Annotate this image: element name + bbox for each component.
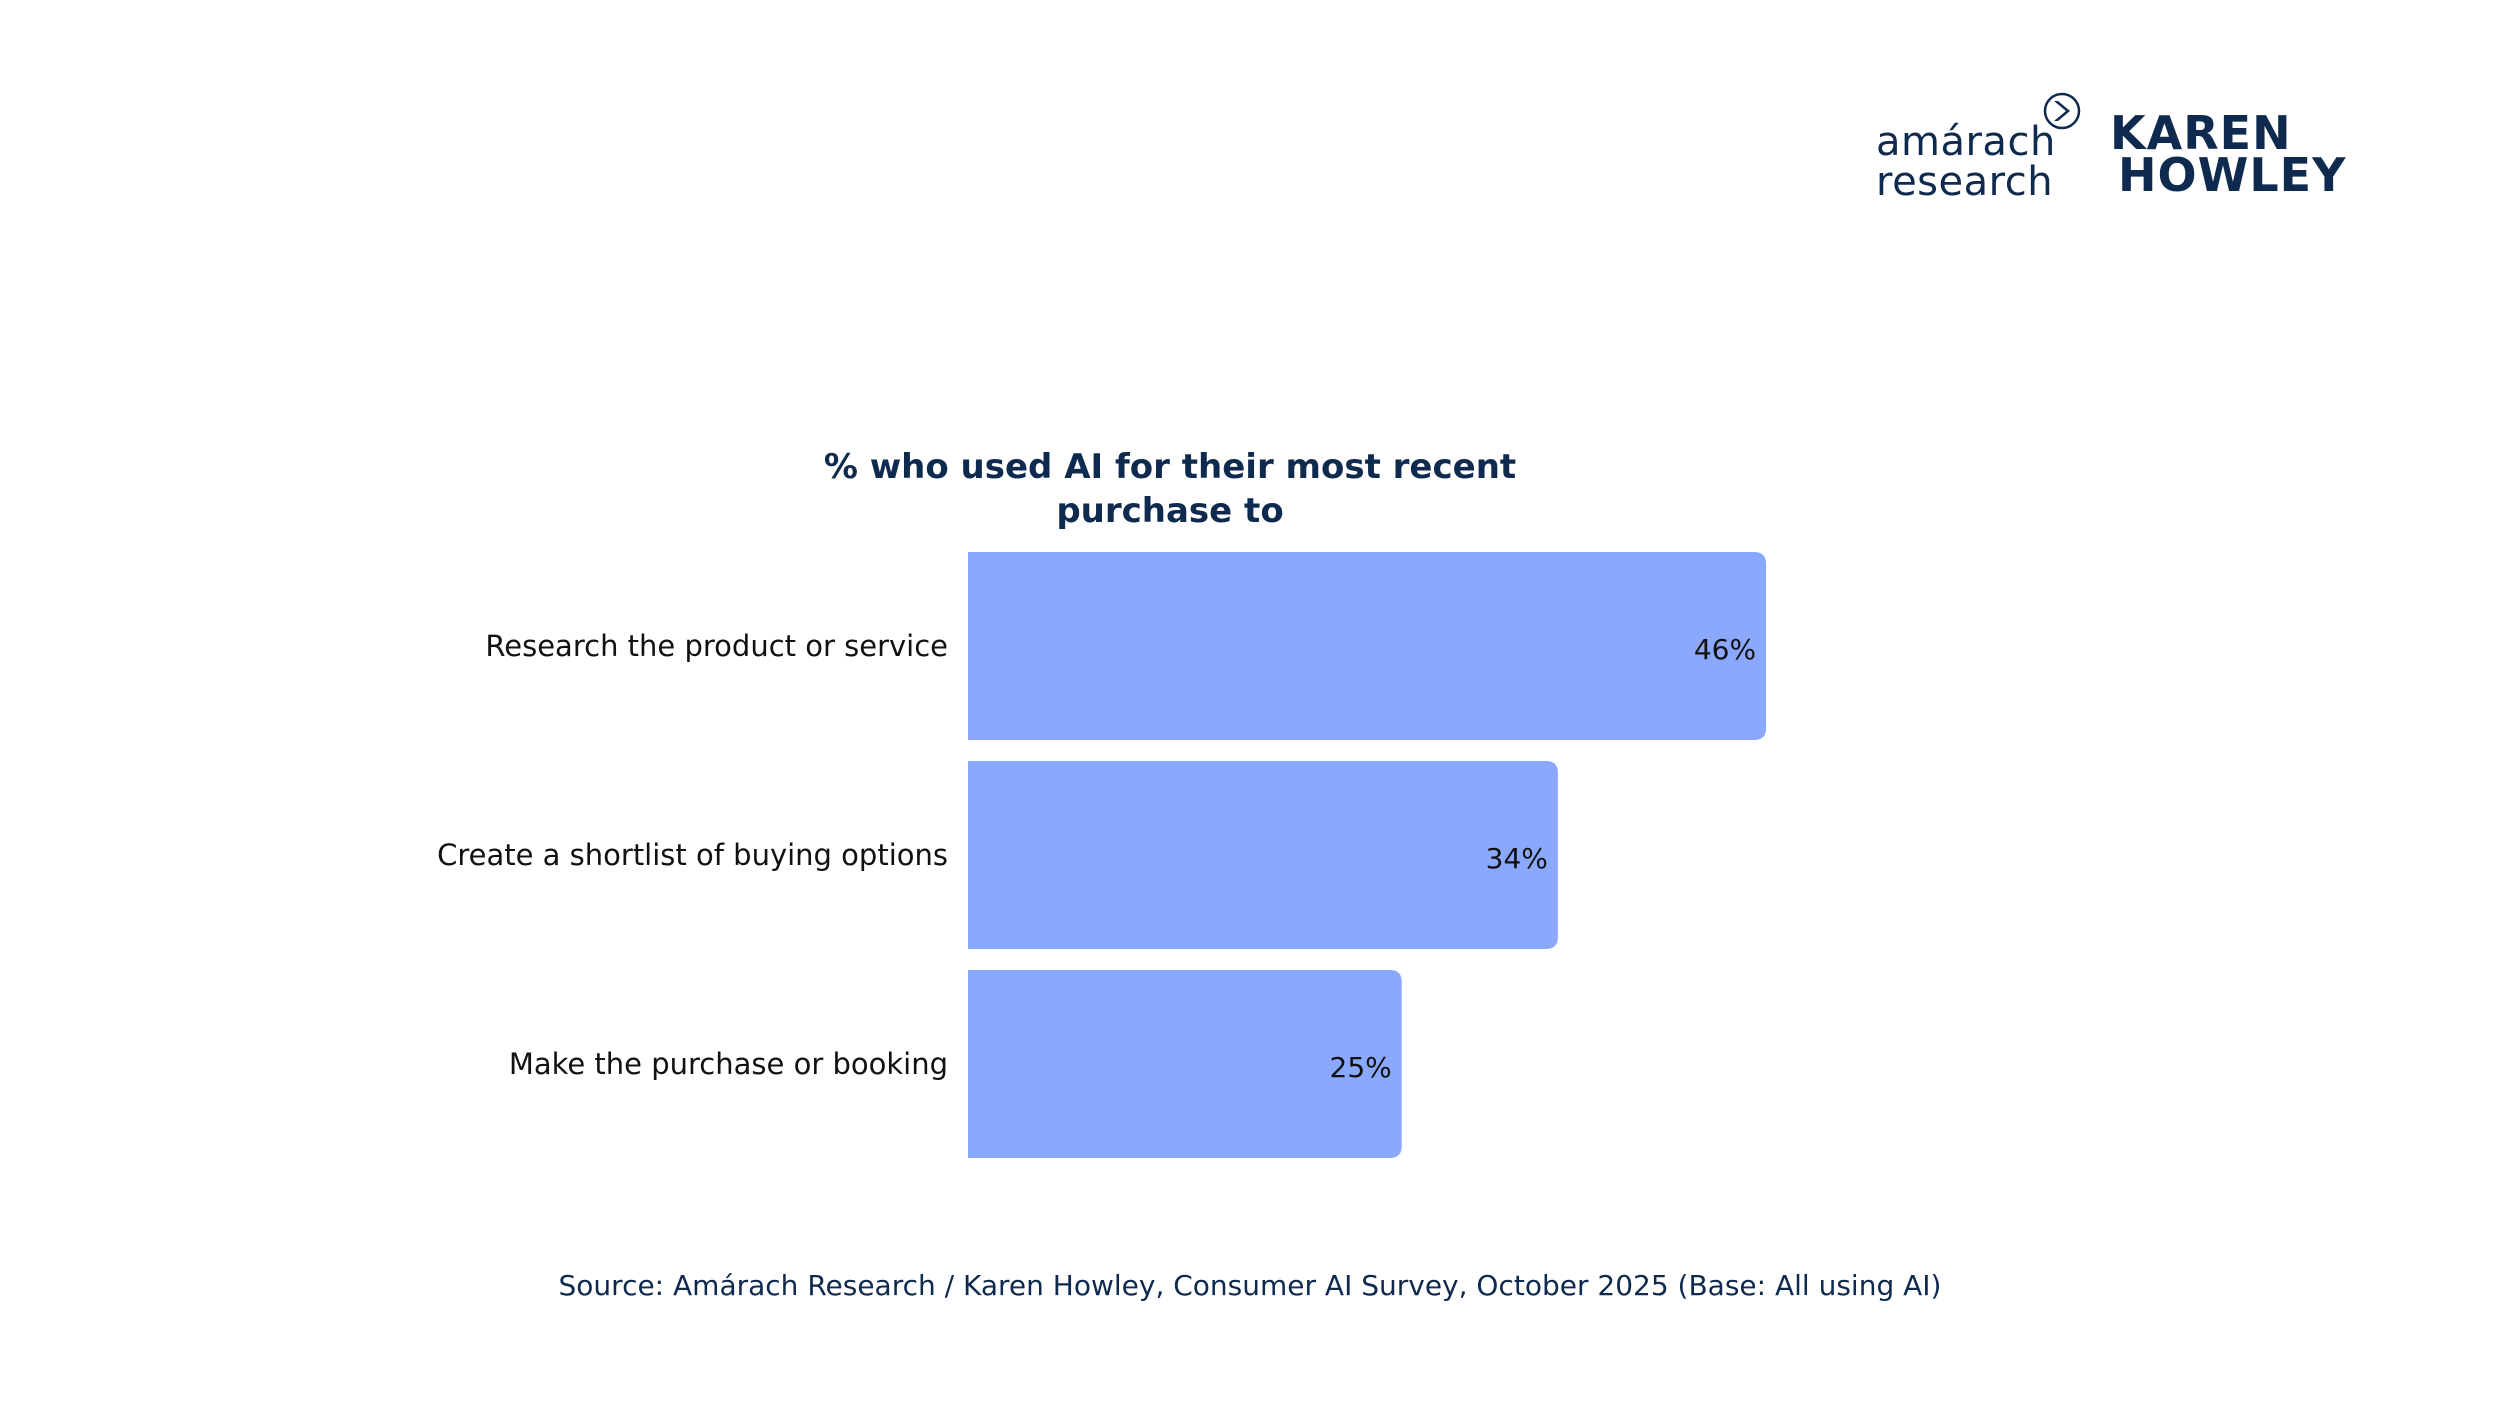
bar-1 — [968, 552, 1767, 740]
bar-3 — [968, 970, 1402, 1158]
chevron-right-circle-icon — [2043, 92, 2081, 130]
amarach-logo-line2: research — [1876, 159, 2054, 205]
category-label-3: Make the purchase or booking — [509, 1047, 948, 1081]
karen-logo-line2: HOWLEY — [2118, 148, 2347, 202]
amarach-logo-line1: amárach — [1876, 119, 2056, 165]
karen-logo-line1: KAREN — [2110, 106, 2292, 160]
source-note: Source: Amárach Research / Karen Howley,… — [558, 1269, 1942, 1302]
value-label-3: 25% — [1330, 1051, 1392, 1084]
karen-howley-logo: KAREN HOWLEY — [2110, 106, 2347, 202]
value-label-2: 34% — [1486, 842, 1548, 875]
chart-title: % who used AI for their most recent purc… — [823, 447, 1517, 531]
category-label-1: Research the product or service — [485, 629, 948, 663]
bar-2 — [968, 761, 1558, 949]
category-label-2: Create a shortlist of buying options — [437, 838, 948, 872]
amarach-research-logo: amárach research — [1876, 122, 2056, 202]
logos: amárach research KAREN HOWLEY — [1870, 92, 2390, 212]
value-label-1: 46% — [1694, 633, 1756, 666]
